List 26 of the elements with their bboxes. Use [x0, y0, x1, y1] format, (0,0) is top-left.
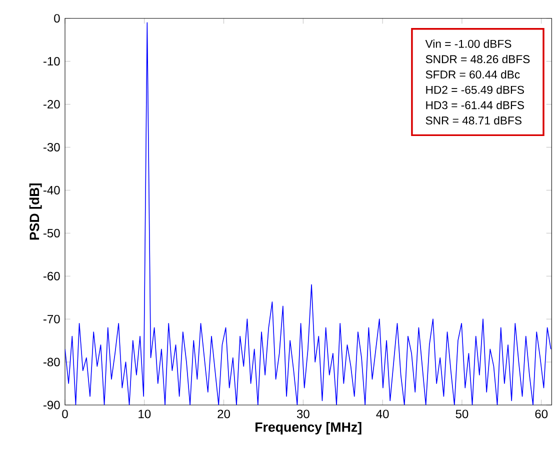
x-axis-title: Frequency [MHz] — [256, 422, 362, 434]
y-tick-label: -60 — [43, 272, 60, 280]
annotation: SNDR = 48.26 dBFS — [426, 54, 530, 64]
y-axis-title: PSD [dB] — [29, 184, 42, 240]
y-tick-label: -40 — [43, 186, 60, 194]
annotation: HD2 = -65.49 dBFS — [426, 86, 524, 94]
annotation: SNR = 48.71 dBFS — [426, 116, 522, 125]
y-tick-label: -20 — [43, 100, 60, 109]
annotation: Vin = -1.00 dBFS — [425, 40, 512, 48]
y-tick-label: -70 — [43, 314, 60, 324]
y-tick-label: 0 — [54, 14, 60, 23]
x-tick-label: 50 — [456, 410, 468, 418]
y-tick-label: -80 — [43, 358, 60, 366]
annotation: HD3 = -61.44 dBFS — [426, 100, 524, 110]
y-tick-label: -30 — [43, 142, 60, 152]
x-tick-label: 0 — [62, 410, 68, 418]
x-tick-label: 30 — [296, 410, 310, 418]
y-tick-label: -10 — [43, 57, 60, 66]
x-tick-label: 10 — [138, 410, 151, 418]
annotation: SFDR = 60.44 dBc — [426, 70, 520, 79]
x-tick-label: 60 — [535, 410, 548, 418]
y-tick-label: -50 — [43, 228, 60, 238]
x-tick-label: 20 — [218, 410, 230, 418]
y-tick-label: -90 — [43, 400, 60, 410]
line-series — [65, 22, 552, 405]
x-tick-label: 40 — [376, 410, 389, 418]
